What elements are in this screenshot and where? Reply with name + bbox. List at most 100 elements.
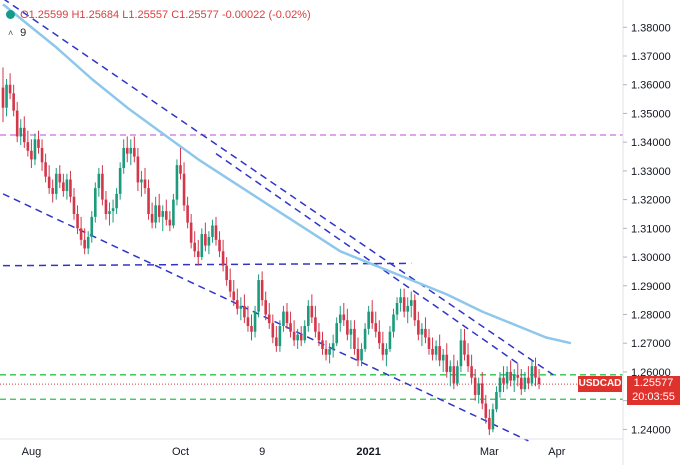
candle-body[interactable] xyxy=(168,219,172,226)
candle-body[interactable] xyxy=(260,280,264,301)
candle-body[interactable] xyxy=(303,325,307,341)
candle-body[interactable] xyxy=(72,196,76,214)
candle-body[interactable] xyxy=(324,348,328,355)
candle-body[interactable] xyxy=(402,297,406,312)
candle-body[interactable] xyxy=(40,147,44,163)
candle-body[interactable] xyxy=(172,199,175,226)
candle-body[interactable] xyxy=(367,311,370,329)
candle-body[interactable] xyxy=(392,314,395,332)
candle-body[interactable] xyxy=(225,265,228,281)
price-axis[interactable]: 1.38000 1.37000 1.36000 1.35000 1.34000 1.330… xyxy=(622,0,671,465)
candle-body[interactable] xyxy=(51,188,54,194)
candle-body[interactable] xyxy=(19,127,23,137)
candle-body[interactable] xyxy=(179,165,182,174)
candle-body[interactable] xyxy=(58,173,62,183)
time-axis[interactable]: Aug Oct 9 2021 Mar Apr xyxy=(0,438,623,458)
candle-body[interactable] xyxy=(214,225,218,240)
candle-body[interactable] xyxy=(94,188,97,217)
candle-body[interactable] xyxy=(349,328,353,335)
candle-body[interactable] xyxy=(370,311,374,324)
candle-body[interactable] xyxy=(175,165,179,200)
candle-body[interactable] xyxy=(317,331,321,341)
candle-body[interactable] xyxy=(108,211,111,214)
candle-body[interactable] xyxy=(278,325,282,347)
candle-body[interactable] xyxy=(530,366,534,384)
candle-body[interactable] xyxy=(15,110,19,137)
candle-body[interactable] xyxy=(79,228,83,240)
candle-body[interactable] xyxy=(90,216,94,237)
candle-body[interactable] xyxy=(473,377,477,395)
candle-body[interactable] xyxy=(413,300,417,321)
candle-body[interactable] xyxy=(136,156,140,183)
candle-body[interactable] xyxy=(69,179,72,197)
candle-body[interactable] xyxy=(12,93,15,111)
candle-body[interactable] xyxy=(221,251,225,266)
candle-body[interactable] xyxy=(140,179,143,183)
candle-body[interactable] xyxy=(122,147,125,169)
candle-body[interactable] xyxy=(289,323,292,332)
candle-body[interactable] xyxy=(161,211,165,217)
candle-body[interactable] xyxy=(395,303,399,315)
candle-body[interactable] xyxy=(449,366,452,372)
candle-body[interactable] xyxy=(374,323,378,332)
candle-body[interactable] xyxy=(193,242,196,252)
candle-body[interactable] xyxy=(424,328,427,338)
candle-body[interactable] xyxy=(307,305,310,326)
candle-body[interactable] xyxy=(456,366,459,384)
candle-body[interactable] xyxy=(452,366,456,384)
candle-body[interactable] xyxy=(356,348,360,361)
candle-body[interactable] xyxy=(331,343,335,349)
candle-body[interactable] xyxy=(417,320,420,335)
candle-body[interactable] xyxy=(165,211,168,220)
candle-body[interactable] xyxy=(299,334,303,341)
candle-body[interactable] xyxy=(470,366,473,378)
candle-body[interactable] xyxy=(8,84,12,94)
candle-body[interactable] xyxy=(527,377,530,384)
candle-body[interactable] xyxy=(257,280,260,312)
candle-body[interactable] xyxy=(264,300,267,315)
candle-body[interactable] xyxy=(37,139,40,148)
candle-body[interactable] xyxy=(534,366,537,378)
candle-body[interactable] xyxy=(399,297,402,304)
candle-body[interactable] xyxy=(480,383,484,404)
candle-body[interactable] xyxy=(239,305,243,309)
candle-body[interactable] xyxy=(228,280,232,292)
moving-average-line[interactable] xyxy=(2,3,572,345)
candle-body[interactable] xyxy=(33,139,37,160)
candle-body[interactable] xyxy=(1,87,5,108)
candle-body[interactable] xyxy=(157,205,161,217)
candle-body[interactable] xyxy=(328,348,331,355)
candle-body[interactable] xyxy=(129,147,133,154)
candle-body[interactable] xyxy=(459,340,463,367)
candle-body[interactable] xyxy=(218,239,221,252)
candle-body[interactable] xyxy=(512,374,516,381)
candle-body[interactable] xyxy=(342,314,346,321)
candle-body[interactable] xyxy=(76,213,79,229)
candle-body[interactable] xyxy=(381,343,385,355)
candle-body[interactable] xyxy=(118,168,122,194)
candle-body[interactable] xyxy=(23,127,26,143)
candle-body[interactable] xyxy=(523,377,527,390)
candle-body[interactable] xyxy=(495,392,498,410)
candle-body[interactable] xyxy=(285,311,289,324)
candle-body[interactable] xyxy=(282,311,285,326)
candle-body[interactable] xyxy=(378,331,381,344)
candle-body[interactable] xyxy=(154,205,157,223)
candle-body[interactable] xyxy=(477,383,480,395)
candle-body[interactable] xyxy=(125,147,129,154)
candle-body[interactable] xyxy=(246,317,250,326)
candle-body[interactable] xyxy=(505,371,509,384)
candle-body[interactable] xyxy=(346,320,349,335)
candle-body[interactable] xyxy=(5,84,8,108)
candle-body[interactable] xyxy=(509,371,512,381)
candle-body[interactable] xyxy=(353,328,356,349)
candle-body[interactable] xyxy=(292,331,296,341)
trendline[interactable] xyxy=(3,0,554,376)
candle-body[interactable] xyxy=(363,328,367,349)
candle-body[interactable] xyxy=(502,377,505,384)
candle-body[interactable] xyxy=(204,234,207,246)
candle-body[interactable] xyxy=(186,205,189,223)
indicators-toggle[interactable]: ˄ 9 xyxy=(8,27,26,39)
candle-body[interactable] xyxy=(520,377,523,390)
